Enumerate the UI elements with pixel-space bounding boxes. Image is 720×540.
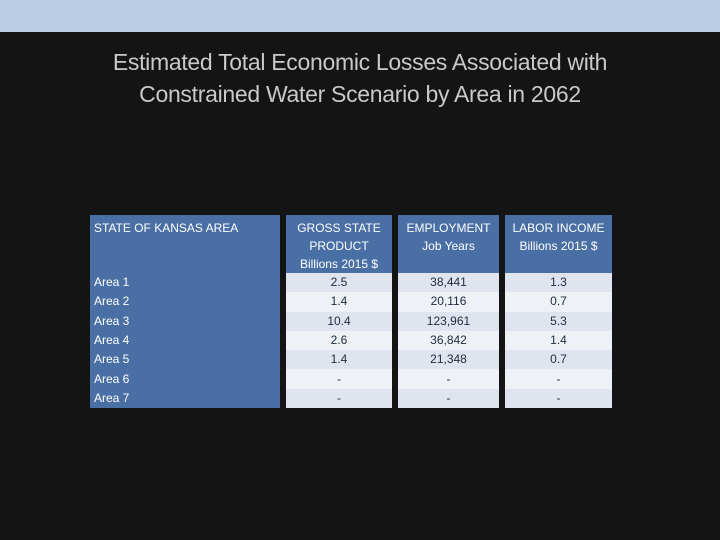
row-gross-state-product: 1.4 <box>286 292 392 312</box>
table-row: Area 6--- <box>90 369 612 389</box>
row-area: Area 5 <box>90 350 280 370</box>
table-body: Area 1 2.5 38,441 1.3 Area 2 1.4 20,116 0.7 Area… <box>90 273 612 409</box>
table-row: Area 1 2.5 38,441 1.3 <box>90 273 612 293</box>
row-area: Area 6 <box>90 369 280 389</box>
row-employment: 38,441 <box>398 273 499 293</box>
table-row: Area 5 1.4 21,348 0.7 <box>90 350 612 370</box>
row-gross-state-product: 2.6 <box>286 330 392 351</box>
header-employment: EMPLOYMENT Job Years <box>398 215 499 273</box>
title-line-2: Constrained Water Scenario by Area in 20… <box>139 81 581 107</box>
row-gross-state-product: - <box>286 388 392 409</box>
row-labor-income: 1.3 <box>505 273 612 293</box>
header-gross-state-product: GROSS STATE PRODUCT Billions 2015 $ <box>286 215 392 273</box>
row-area: Area 2 <box>90 292 280 312</box>
losses-table: STATE OF KANSAS AREA GROSS STATE PRODUCT… <box>90 215 612 409</box>
row-area: Area 3 <box>90 311 280 331</box>
row-employment: - <box>398 388 499 409</box>
row-labor-income: 0.7 <box>505 350 612 370</box>
row-labor-income: 5.3 <box>505 311 612 331</box>
top-band <box>0 0 720 32</box>
table-row: Area 3 10.4 123,961 5.3 <box>90 311 612 331</box>
row-employment: 20,116 <box>398 292 499 312</box>
row-gross-state-product: 2.5 <box>286 273 392 293</box>
row-labor-income: - <box>505 388 612 409</box>
row-gross-state-product: 1.4 <box>286 350 392 370</box>
row-labor-income: - <box>505 369 612 389</box>
row-area: Area 4 <box>90 330 280 351</box>
row-gross-state-product: 10.4 <box>286 311 392 331</box>
slide-title: Estimated Total Economic Losses Associat… <box>0 46 720 110</box>
row-employment: - <box>398 369 499 389</box>
header-area: STATE OF KANSAS AREA <box>90 215 280 273</box>
row-labor-income: 0.7 <box>505 292 612 312</box>
title-line-1: Estimated Total Economic Losses Associat… <box>112 49 608 75</box>
row-gross-state-product: - <box>286 369 392 389</box>
row-labor-income: 1.4 <box>505 330 612 351</box>
row-area: Area 7 <box>90 388 280 409</box>
table-header-row: STATE OF KANSAS AREA GROSS STATE PRODUCT… <box>90 215 612 273</box>
table-row: Area 4 2.6 36,842 1.4 <box>90 330 612 351</box>
row-employment: 123,961 <box>398 311 499 331</box>
row-employment: 36,842 <box>398 330 499 351</box>
row-area: Area 1 <box>90 273 280 293</box>
table-row: Area 7--- <box>90 388 612 409</box>
header-labor-income: LABOR INCOME Billions 2015 $ <box>505 215 612 273</box>
table-row: Area 2 1.4 20,116 0.7 <box>90 292 612 312</box>
row-employment: 21,348 <box>398 350 499 370</box>
